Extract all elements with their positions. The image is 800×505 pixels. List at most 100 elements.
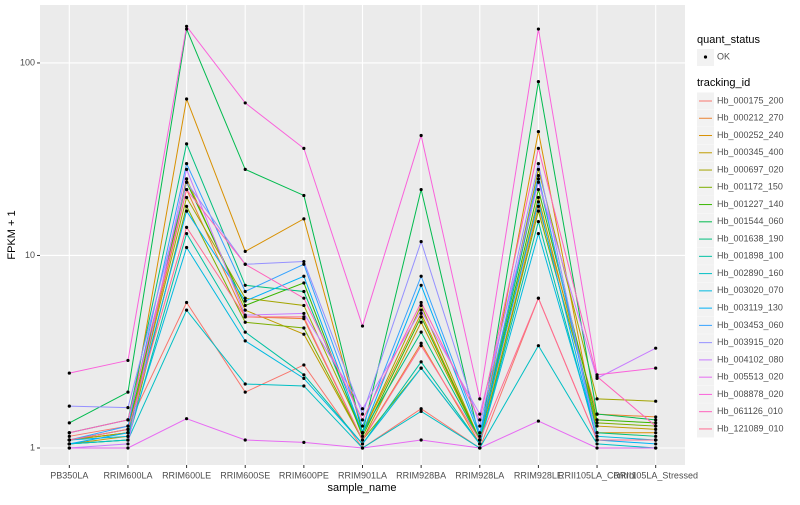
point: [126, 406, 130, 410]
point: [419, 407, 423, 411]
point: [595, 374, 599, 379]
point: [302, 363, 306, 367]
x-tick-label: RRIM901LA: [338, 470, 387, 480]
point: [67, 421, 71, 425]
point: [419, 311, 423, 316]
point: [654, 438, 658, 442]
point: [536, 187, 541, 192]
point: [536, 200, 541, 204]
point: [302, 193, 306, 198]
point: [243, 101, 247, 105]
point: [654, 399, 658, 403]
point: [126, 438, 130, 442]
point: [419, 308, 423, 312]
legend-label: Hb_001544_060: [717, 216, 784, 226]
point: [67, 404, 71, 408]
y-axis-label: FPKM + 1: [6, 210, 18, 259]
x-tick-label: RRII105LA_Stressed: [613, 470, 698, 480]
point: [302, 384, 306, 388]
legend-label: Hb_003119_130: [717, 302, 783, 312]
point: [595, 424, 599, 428]
point: [536, 129, 541, 134]
point: [419, 366, 423, 370]
point: [67, 371, 71, 375]
point: [419, 360, 423, 364]
point: [184, 300, 189, 305]
point: [126, 358, 130, 363]
point: [184, 24, 189, 28]
point: [67, 438, 71, 442]
point: [184, 225, 189, 229]
point: [184, 204, 189, 208]
legend-label: Hb_000345_400: [717, 147, 784, 157]
point: [419, 341, 423, 345]
point: [595, 431, 599, 435]
point: [419, 344, 423, 348]
legend-title: tracking_id: [697, 77, 750, 89]
y-tick-label: 10: [25, 250, 35, 260]
point: [302, 281, 306, 285]
point: [419, 133, 423, 138]
point: [243, 283, 247, 287]
x-tick-label: RRIM600LA: [103, 470, 152, 480]
x-tick-label: RRIM600LE: [162, 470, 211, 480]
point: [419, 438, 423, 442]
x-tick-label: RRIM600PE: [279, 470, 329, 480]
point: [536, 204, 541, 208]
point: [184, 231, 189, 236]
point: [243, 382, 247, 386]
point: [302, 376, 306, 380]
point: [302, 303, 306, 308]
point: [478, 434, 482, 438]
point: [478, 438, 482, 442]
point: [67, 431, 71, 435]
point: [536, 296, 541, 300]
point: [360, 434, 365, 438]
x-tick-label: RRIM600SE: [220, 470, 270, 480]
point: [654, 421, 658, 425]
point: [419, 315, 423, 319]
point: [184, 245, 189, 250]
legend-label: Hb_000212_270: [717, 113, 784, 123]
x-axis-label: sample_name: [327, 482, 396, 494]
point: [184, 142, 189, 146]
point: [478, 397, 482, 401]
point: [536, 209, 541, 213]
legend-label: Hb_001898_100: [717, 251, 784, 261]
point: [126, 446, 130, 450]
point: [243, 308, 247, 312]
point: [419, 283, 423, 287]
point: [243, 296, 247, 300]
point: [478, 418, 482, 422]
x-tick-label: RRIM928LA: [455, 470, 504, 480]
point: [243, 320, 247, 324]
point: [184, 97, 189, 101]
point: [654, 366, 658, 370]
point: [126, 390, 130, 394]
legend-label: Hb_001227_140: [717, 199, 784, 209]
point: [243, 249, 247, 253]
point: [536, 344, 541, 348]
point: [302, 262, 306, 266]
point: [243, 289, 247, 294]
legend-label: Hb_121089_010: [717, 423, 784, 433]
point: [654, 346, 658, 350]
point: [478, 424, 482, 428]
point: [302, 274, 306, 278]
point: [302, 326, 306, 330]
point: [243, 315, 247, 319]
point: [536, 180, 541, 184]
point: [184, 167, 189, 171]
point: [360, 424, 365, 428]
point: [184, 195, 189, 200]
point: [302, 311, 306, 316]
point: [536, 219, 541, 224]
point: [595, 446, 599, 450]
x-tick-label: PB350LA: [50, 470, 88, 480]
point: [302, 440, 306, 444]
point: [595, 434, 599, 438]
point: [360, 438, 365, 442]
point: [654, 415, 658, 419]
point: [184, 209, 189, 213]
point: [184, 177, 189, 181]
